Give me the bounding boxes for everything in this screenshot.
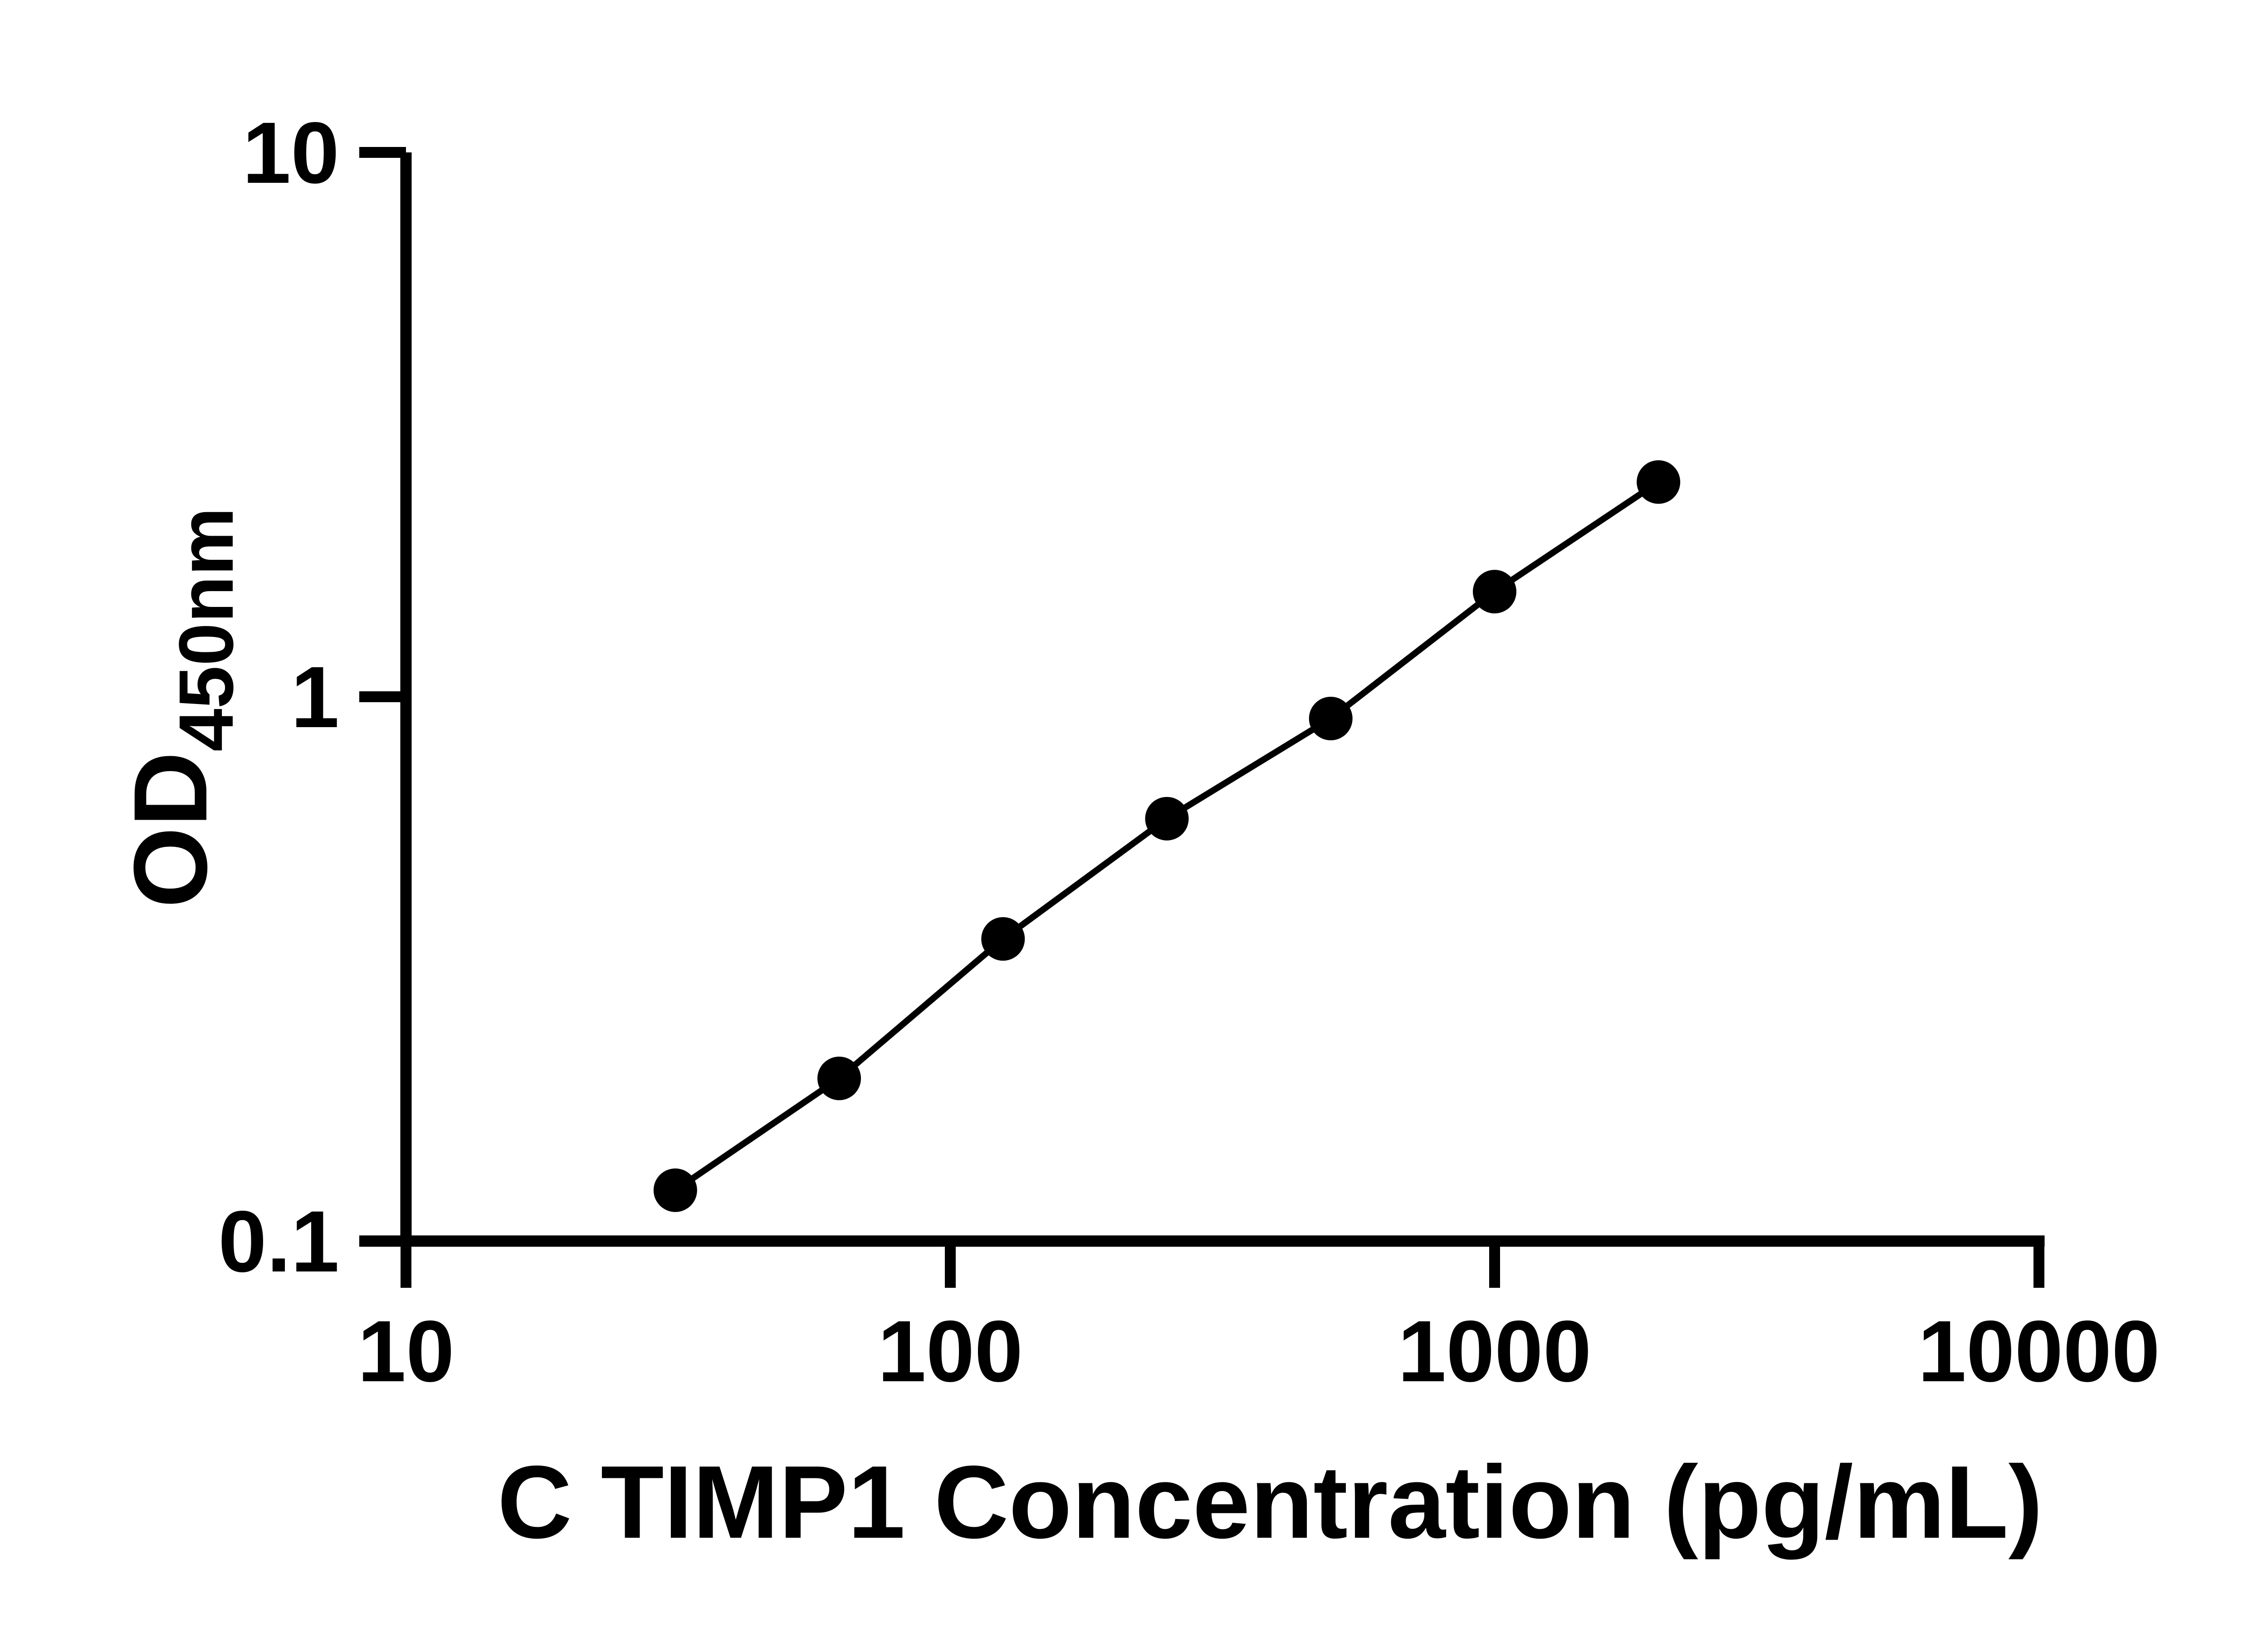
data-point [817, 1056, 861, 1100]
axes [359, 147, 2045, 1288]
data-point [653, 1168, 697, 1212]
data-point [1473, 570, 1516, 614]
y-axis-ticks [359, 147, 406, 1247]
x-tick-label-10: 10 [357, 1302, 455, 1400]
x-axis-tick-labels: 10 100 1000 10000 [357, 1302, 2160, 1400]
data-point [1637, 460, 1681, 504]
y-tick-label-10: 10 [242, 104, 339, 201]
y-tick-label-0.1: 0.1 [218, 1193, 339, 1290]
x-axis-ticks [401, 1241, 2044, 1288]
y-axis-title: OD450nm [112, 507, 249, 908]
x-tick-label-1000: 1000 [1398, 1302, 1591, 1400]
x-tick-label-10000: 10000 [1918, 1302, 2160, 1400]
y-axis-tick-labels: 10 1 0.1 [218, 104, 339, 1290]
data-point [1309, 697, 1353, 741]
y-axis-title-main: OD [112, 752, 229, 908]
y-axis-title-subscript: 450nm [163, 507, 249, 752]
x-tick-label-100: 100 [878, 1302, 1023, 1400]
y-tick-label-1: 1 [291, 648, 339, 746]
data-series [653, 460, 1681, 1212]
data-point [1145, 797, 1189, 841]
x-axis-title: C TIMP1 Concentration (pg/mL) [497, 1445, 2043, 1560]
data-point [981, 917, 1025, 961]
